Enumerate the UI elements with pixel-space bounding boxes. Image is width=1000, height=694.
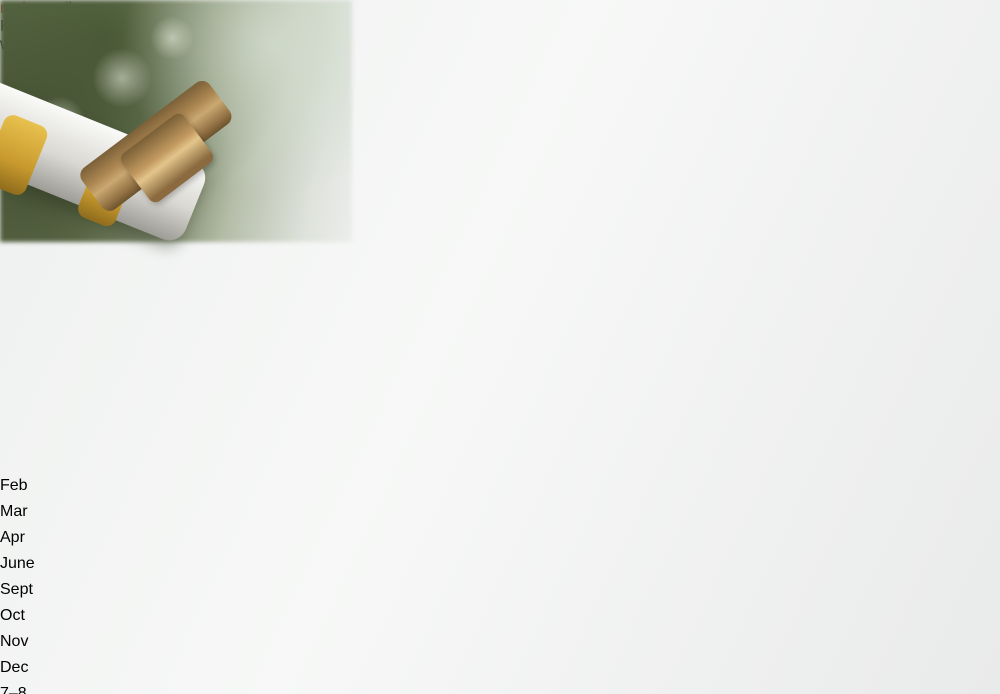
month-label: Sept [0,580,33,598]
month-label: Mar [0,502,28,520]
row-stripe [0,263,1000,298]
month-label: Dec [0,658,29,676]
row-stripe [0,332,1000,367]
photo-bokeh-highlight [150,16,194,60]
header-band-segment [0,422,522,477]
row-stripe [0,297,1000,332]
month-label: Apr [0,528,25,546]
date-label: 7–8 [0,684,27,694]
water-cuts-matrix: FebMarAprJuneSeptOctNovDec7–817–1816–171… [0,54,1000,694]
header-band-segment [0,367,304,422]
month-label: Oct [0,606,25,624]
month-label: June [0,554,35,572]
month-label: Feb [0,476,28,494]
photo-bokeh-highlight [92,48,152,108]
tap-photo [0,0,352,246]
month-label: Nov [0,632,29,650]
